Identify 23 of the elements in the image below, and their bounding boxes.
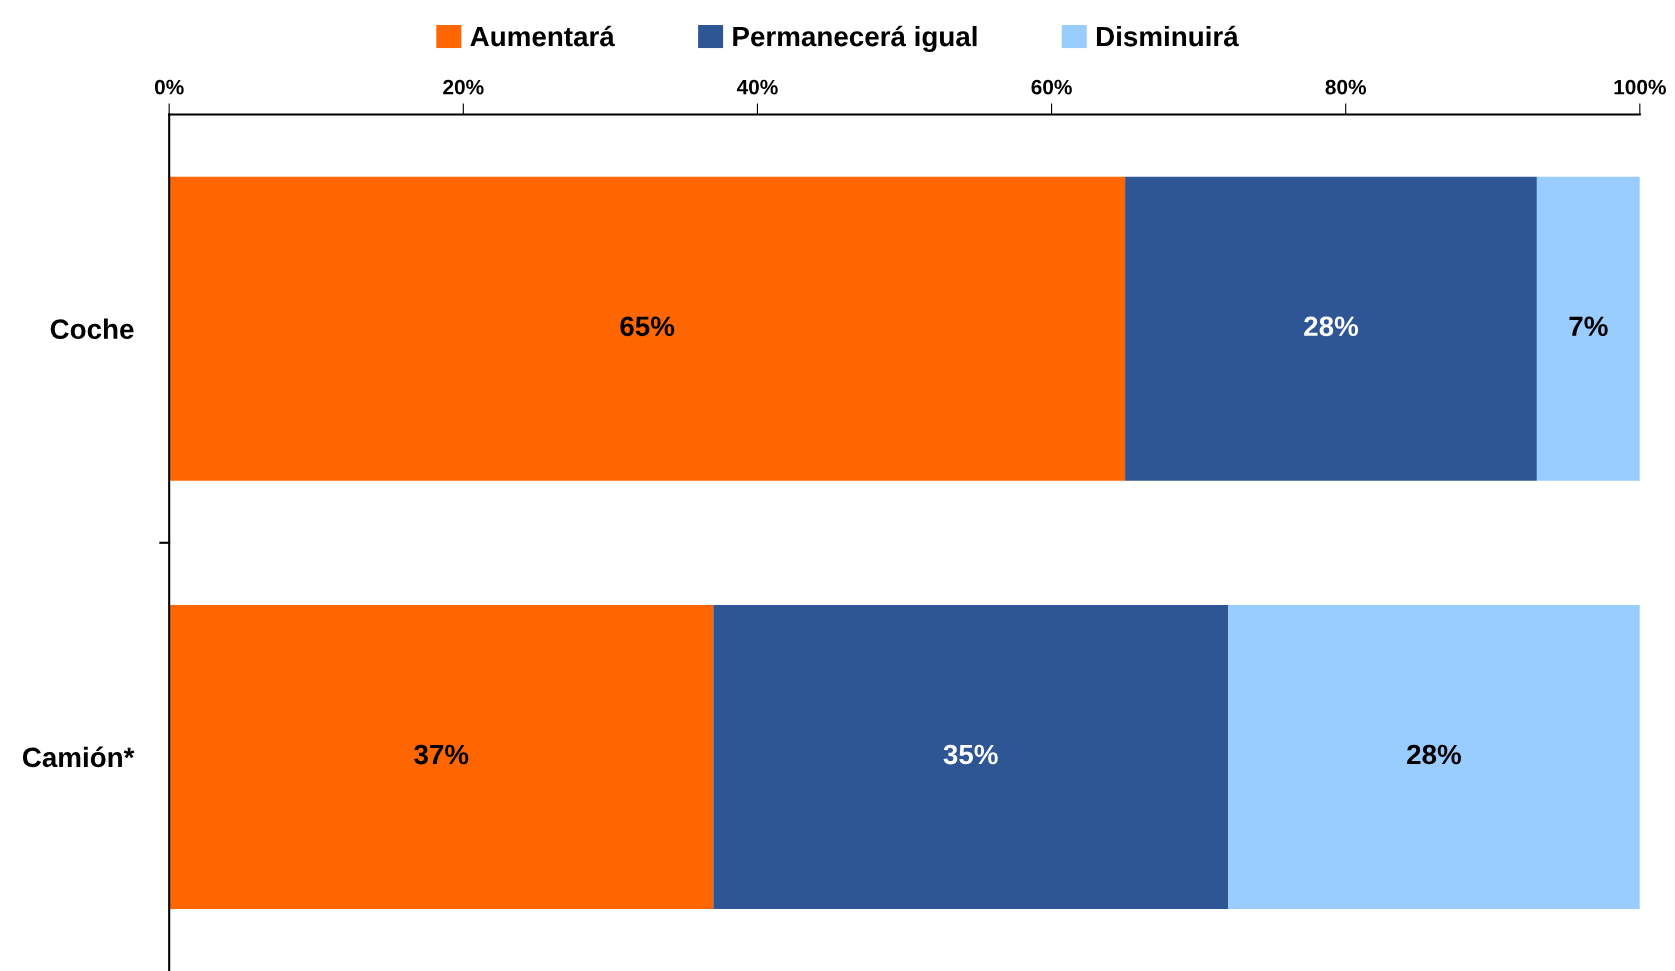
- y-tick-label: Coche: [50, 318, 134, 340]
- bar: [1536, 176, 1640, 481]
- bar: [1228, 604, 1640, 909]
- data-label: 37%: [414, 744, 469, 765]
- legend-label: Aumentará: [470, 25, 615, 47]
- x-tick-label: 100%: [1614, 79, 1666, 95]
- x-tick-label: 40%: [736, 79, 778, 95]
- bar: [713, 604, 1229, 909]
- x-tick-label: 0%: [154, 79, 184, 95]
- legend-label: Permanecerá igual: [733, 25, 977, 52]
- bar: [169, 176, 1126, 481]
- data-label: 28%: [1407, 744, 1461, 765]
- x-tick-label: 60%: [1031, 79, 1072, 95]
- data-label: 65%: [620, 316, 675, 337]
- bar: [1125, 176, 1537, 481]
- legend-label: Disminuirá: [1096, 25, 1239, 47]
- x-tick-label: 80%: [1325, 79, 1366, 95]
- y-tick-label: Camión*: [22, 746, 135, 768]
- data-label: 35%: [943, 744, 998, 765]
- data-label: 7%: [1569, 316, 1608, 337]
- x-tick-label: 20%: [443, 79, 484, 95]
- bar: [169, 604, 714, 909]
- data-label: 28%: [1304, 316, 1359, 337]
